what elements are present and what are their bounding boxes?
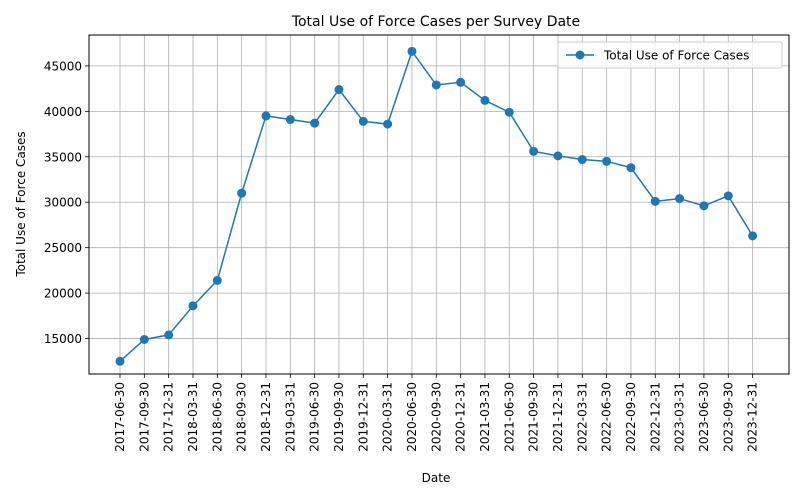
data-point-marker bbox=[699, 201, 709, 211]
x-tick-label: 2019-03-31 bbox=[283, 382, 297, 452]
data-point-marker bbox=[164, 330, 174, 340]
x-tick-label: 2017-09-30 bbox=[137, 382, 151, 452]
x-tick-label: 2019-06-30 bbox=[308, 382, 322, 452]
y-tick-label: 35000 bbox=[44, 150, 82, 164]
y-tick-label: 30000 bbox=[44, 196, 82, 210]
data-point-marker bbox=[480, 95, 490, 105]
series-markers bbox=[115, 46, 758, 366]
y-tick-label: 45000 bbox=[44, 59, 82, 73]
x-tick-label: 2020-06-30 bbox=[405, 382, 419, 452]
legend: Total Use of Force Cases bbox=[557, 41, 783, 69]
y-axis-ticks: 15000 20000 25000 30000 35000 40000 45000 bbox=[44, 59, 89, 346]
x-tick-label: 2020-12-31 bbox=[454, 382, 468, 452]
y-tick-label: 15000 bbox=[44, 332, 82, 346]
x-tick-label: 2023-06-30 bbox=[697, 382, 711, 452]
data-point-marker bbox=[358, 116, 368, 126]
data-point-marker bbox=[285, 115, 295, 125]
data-point-marker bbox=[577, 155, 587, 165]
data-point-marker bbox=[383, 119, 393, 129]
x-tick-label: 2022-06-30 bbox=[600, 382, 614, 452]
x-tick-label: 2022-12-31 bbox=[648, 382, 662, 452]
y-axis-label: Total Use of Force Cases bbox=[14, 131, 28, 277]
legend-marker bbox=[575, 50, 585, 60]
data-point-marker bbox=[334, 85, 344, 95]
x-tick-label: 2018-06-30 bbox=[210, 382, 224, 452]
data-point-marker bbox=[407, 46, 417, 56]
x-axis-ticks: 2017-06-30 2017-09-30 2017-12-31 2018-03-31… bbox=[113, 374, 760, 452]
x-tick-label: 2018-12-31 bbox=[259, 382, 273, 452]
data-point-marker bbox=[504, 107, 514, 117]
x-tick-label: 2020-09-30 bbox=[429, 382, 443, 452]
data-point-marker bbox=[115, 356, 125, 366]
data-point-marker bbox=[650, 196, 660, 206]
x-tick-label: 2019-12-31 bbox=[356, 382, 370, 452]
data-point-marker bbox=[675, 194, 685, 204]
legend-box bbox=[557, 41, 783, 69]
y-tick-label: 25000 bbox=[44, 241, 82, 255]
x-axis-label: Date bbox=[422, 471, 451, 485]
x-tick-label: 2023-09-30 bbox=[721, 382, 735, 452]
data-point-marker bbox=[626, 163, 636, 173]
legend-label: Total Use of Force Cases bbox=[603, 49, 749, 63]
x-tick-label: 2021-12-31 bbox=[551, 382, 565, 452]
x-tick-label: 2017-06-30 bbox=[113, 382, 127, 452]
x-tick-label: 2021-03-31 bbox=[478, 382, 492, 452]
data-point-marker bbox=[602, 156, 612, 166]
x-tick-label: 2022-09-30 bbox=[624, 382, 638, 452]
chart-title: Total Use of Force Cases per Survey Date bbox=[291, 14, 580, 30]
x-tick-label: 2022-03-31 bbox=[575, 382, 589, 452]
x-tick-label: 2020-03-31 bbox=[381, 382, 395, 452]
data-point-marker bbox=[237, 188, 247, 198]
data-point-marker bbox=[553, 151, 563, 161]
x-tick-label: 2021-06-30 bbox=[502, 382, 516, 452]
data-point-marker bbox=[261, 111, 271, 121]
grid-lines bbox=[89, 35, 789, 374]
data-point-marker bbox=[310, 118, 320, 128]
y-tick-label: 40000 bbox=[44, 105, 82, 119]
x-tick-label: 2023-12-31 bbox=[746, 382, 760, 452]
y-tick-label: 20000 bbox=[44, 287, 82, 301]
data-point-marker bbox=[212, 275, 222, 285]
data-point-marker bbox=[723, 191, 733, 201]
data-point-marker bbox=[431, 80, 441, 90]
x-tick-label: 2017-12-31 bbox=[162, 382, 176, 452]
x-tick-label: 2021-09-30 bbox=[527, 382, 541, 452]
data-point-marker bbox=[139, 334, 149, 344]
data-point-marker bbox=[748, 231, 758, 241]
data-point-marker bbox=[529, 146, 539, 156]
data-point-marker bbox=[456, 77, 466, 87]
x-tick-label: 2019-09-30 bbox=[332, 382, 346, 452]
plot-area-frame bbox=[88, 34, 790, 375]
data-point-marker bbox=[188, 301, 198, 311]
x-tick-label: 2018-03-31 bbox=[186, 382, 200, 452]
x-tick-label: 2023-03-31 bbox=[673, 382, 687, 452]
x-tick-label: 2018-09-30 bbox=[235, 382, 249, 452]
